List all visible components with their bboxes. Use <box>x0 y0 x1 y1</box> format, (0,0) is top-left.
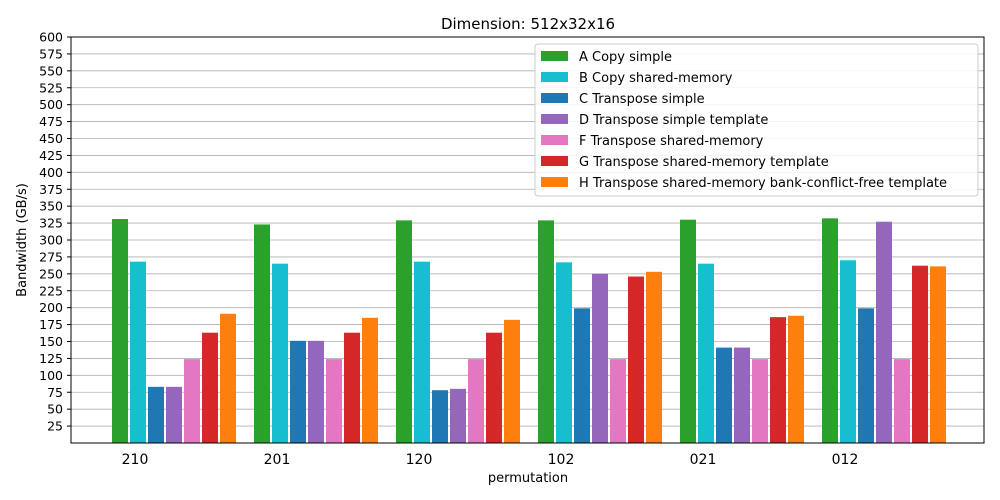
bar <box>504 319 520 443</box>
bar <box>326 359 342 443</box>
y-tick-label: 275 <box>39 249 63 264</box>
bar <box>840 260 856 443</box>
bar <box>788 315 804 443</box>
bar <box>538 220 554 443</box>
legend: A Copy simple B Copy shared-memory C Trans… <box>534 43 979 197</box>
bar <box>698 263 714 443</box>
bar <box>130 261 146 443</box>
bar <box>344 332 360 443</box>
bar <box>822 218 838 443</box>
legend-label: F Transpose shared-memory <box>579 134 764 149</box>
y-tick-label: 500 <box>39 97 63 112</box>
x-tick-label: 201 <box>264 452 291 468</box>
x-tick-label: 021 <box>690 452 717 468</box>
bar <box>912 265 928 443</box>
chart-title: Dimension: 512x32x16 <box>441 15 615 33</box>
y-tick-label: 400 <box>39 165 63 180</box>
legend-swatch <box>541 156 568 166</box>
bar <box>574 308 590 443</box>
x-tick-label: 012 <box>832 452 859 468</box>
y-tick-label: 250 <box>39 266 63 281</box>
x-tick-label: 210 <box>122 452 149 468</box>
y-tick-label: 450 <box>39 131 63 146</box>
y-tick-label: 475 <box>39 114 63 129</box>
legend-label: A Copy simple <box>579 50 672 65</box>
bar <box>272 263 288 443</box>
legend-swatch <box>541 135 568 145</box>
legend-label: C Transpose simple <box>579 92 705 107</box>
y-tick-label: 25 <box>47 419 63 434</box>
bar <box>432 390 448 443</box>
y-tick-label: 200 <box>39 300 63 315</box>
bar <box>592 273 608 443</box>
y-tick-label: 75 <box>47 385 63 400</box>
bar <box>290 340 306 443</box>
bar <box>930 266 946 443</box>
legend-swatch <box>541 51 568 61</box>
x-tick-label: 120 <box>406 452 433 468</box>
bar <box>752 359 768 443</box>
y-tick-label: 175 <box>39 317 63 332</box>
bar <box>876 221 892 443</box>
bar <box>254 224 270 443</box>
bar <box>894 359 910 443</box>
y-tick-label: 425 <box>39 148 63 163</box>
bar <box>184 359 200 443</box>
y-tick-label: 350 <box>39 199 63 214</box>
y-tick-label: 575 <box>39 46 63 61</box>
y-tick-label: 550 <box>39 63 63 78</box>
legend-label: H Transpose shared-memory bank-conflict-… <box>579 176 947 191</box>
bar <box>680 219 696 443</box>
bar <box>858 308 874 443</box>
legend-label: G Transpose shared-memory template <box>579 155 829 170</box>
bar <box>486 332 502 443</box>
bar <box>362 317 378 443</box>
legend-box <box>534 43 979 197</box>
bar <box>716 347 732 443</box>
x-axis-ticks: 210 201 120 102 021 012 <box>122 452 859 468</box>
bars <box>112 218 946 443</box>
y-tick-label: 125 <box>39 351 63 366</box>
bar <box>734 347 750 443</box>
legend-label: D Transpose simple template <box>579 113 768 128</box>
legend-swatch <box>541 177 568 187</box>
y-tick-label: 50 <box>47 402 63 417</box>
bar <box>628 276 644 443</box>
bar <box>610 359 626 443</box>
bar <box>396 220 412 443</box>
y-tick-label: 300 <box>39 233 63 248</box>
bar <box>220 313 236 443</box>
legend-swatch <box>541 93 568 103</box>
y-tick-label: 525 <box>39 80 63 95</box>
y-tick-label: 150 <box>39 334 63 349</box>
y-tick-label: 375 <box>39 182 63 197</box>
bar <box>556 262 572 443</box>
bar <box>112 219 128 443</box>
bar <box>308 340 324 443</box>
y-tick-label: 225 <box>39 283 63 298</box>
bar <box>148 386 164 443</box>
legend-swatch <box>541 114 568 124</box>
y-tick-label: 100 <box>39 368 63 383</box>
x-tick-label: 102 <box>548 452 575 468</box>
bar <box>166 386 182 443</box>
y-tick-label: 325 <box>39 216 63 231</box>
legend-swatch <box>541 72 568 82</box>
bar <box>770 317 786 443</box>
bar <box>202 332 218 443</box>
bar <box>414 261 430 443</box>
bar <box>468 359 484 443</box>
bar <box>646 271 662 443</box>
legend-label: B Copy shared-memory <box>579 71 733 86</box>
y-axis-title: Bandwidth (GB/s) <box>15 183 30 297</box>
bar <box>450 388 466 443</box>
x-axis-title: permutation <box>488 471 568 486</box>
y-tick-label: 600 <box>39 30 63 45</box>
